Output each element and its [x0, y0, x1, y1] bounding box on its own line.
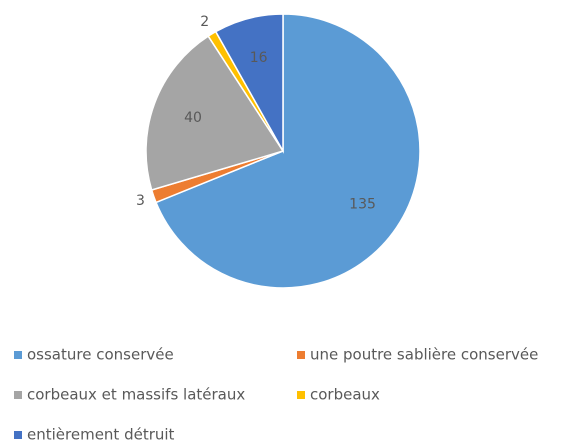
legend-text: entièrement détruit [27, 426, 175, 444]
legend-marker [14, 391, 22, 399]
data-label: 40 [184, 110, 202, 126]
legend-marker [14, 351, 22, 359]
data-label: 3 [136, 193, 145, 209]
legend-text: une poutre sablière conservée [310, 346, 538, 364]
legend-marker [297, 351, 305, 359]
data-label: 16 [250, 50, 268, 66]
legend-text: corbeaux [310, 386, 380, 404]
legend-marker [14, 431, 22, 439]
data-label: 2 [200, 14, 209, 30]
legend-marker [297, 391, 305, 399]
data-label: 135 [349, 197, 376, 213]
pie-slice [155, 13, 421, 289]
legend-text: ossature conservée [27, 346, 174, 364]
pie-slice [145, 35, 285, 191]
legend-text: corbeaux et massifs latéraux [27, 386, 245, 404]
pie-slice [214, 13, 284, 154]
